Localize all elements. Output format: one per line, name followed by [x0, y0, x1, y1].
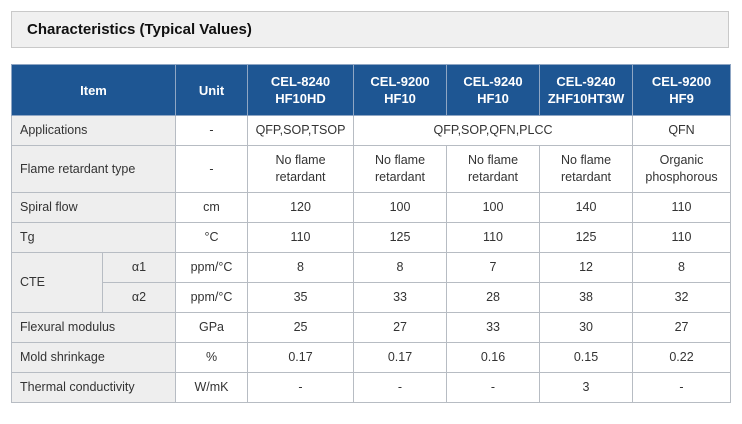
table-cell: 125: [539, 222, 634, 253]
table-cell: 33: [353, 282, 448, 313]
table-cell: 7: [446, 252, 541, 283]
header-row: Item Unit CEL-8240 HF10HD CEL-9200 HF10 CE…: [10, 64, 732, 116]
table-row: Spiral flow cm 120 100 100 140 110: [10, 192, 732, 223]
header-col-4: CEL-9240 ZHF10HT3W: [539, 64, 634, 116]
table-cell: -: [247, 372, 355, 403]
row-label: Thermal conductivity: [10, 372, 177, 403]
table-cell: 0.17: [353, 342, 448, 373]
header-unit: Unit: [175, 64, 249, 116]
row-label: Spiral flow: [10, 192, 177, 223]
header-col-1: CEL-8240 HF10HD: [247, 64, 355, 116]
table-cell: 110: [632, 192, 732, 223]
row-unit: °C: [175, 222, 249, 253]
table-cell: No flame retardant: [446, 145, 541, 193]
header-col-3: CEL-9240 HF10: [446, 64, 541, 116]
row-sublabel: α1: [101, 252, 177, 283]
table-cell: -: [353, 372, 448, 403]
row-label: Flexural modulus: [10, 312, 177, 343]
table-cell: 38: [539, 282, 634, 313]
table-cell: Organic phosphorous: [632, 145, 732, 193]
table-row: CTE α1 ppm/°C 8 8 7 12 8: [11, 252, 732, 313]
table-cell: 25: [247, 312, 355, 343]
table-cell: 0.17: [247, 342, 355, 373]
table-cell: 28: [446, 282, 541, 313]
table-cell: No flame retardant: [353, 145, 448, 193]
characteristics-table: Item Unit CEL-8240 HF10HD CEL-9200 HF10 CE…: [10, 64, 732, 403]
table-cell: 0.16: [446, 342, 541, 373]
table-cell: 27: [353, 312, 448, 343]
section-title: Characteristics (Typical Values): [27, 21, 252, 38]
table-cell: 120: [247, 192, 355, 223]
row-label: Applications: [10, 115, 177, 146]
table-cell: 100: [353, 192, 448, 223]
table-cell: No flame retardant: [539, 145, 634, 193]
table-cell: 110: [632, 222, 732, 253]
row-label: CTE: [11, 252, 103, 313]
row-unit: ppm/°C: [175, 252, 249, 283]
table-cell: 140: [539, 192, 634, 223]
section-title-box: Characteristics (Typical Values): [11, 11, 729, 48]
header-col-2: CEL-9200 HF10: [353, 64, 448, 116]
table-row: Mold shrinkage % 0.17 0.17 0.16 0.15 0.2…: [10, 342, 732, 373]
row-unit: -: [175, 115, 249, 146]
table-cell: -: [632, 372, 732, 403]
table-cell: 3: [539, 372, 634, 403]
row-unit: %: [175, 342, 249, 373]
row-label: Flame retardant type: [10, 145, 177, 193]
table-cell: 125: [353, 222, 448, 253]
table-cell: 8: [632, 252, 732, 283]
row-label: Tg: [10, 222, 177, 253]
row-unit: cm: [175, 192, 249, 223]
table-cell: 32: [632, 282, 732, 313]
table-cell: 0.15: [539, 342, 634, 373]
table-row: Applications - QFP,SOP,TSOP QFP,SOP,QFN,…: [10, 115, 732, 146]
table-cell: -: [446, 372, 541, 403]
table-cell: QFP,SOP,QFN,PLCC: [353, 115, 634, 146]
row-unit: GPa: [175, 312, 249, 343]
table-cell: 27: [632, 312, 732, 343]
table-row: α2 ppm/°C 35 33 28 38 32: [12, 282, 732, 313]
row-unit: ppm/°C: [175, 282, 249, 313]
table-cell: 8: [353, 252, 448, 283]
table-cell: No flame retardant: [247, 145, 355, 193]
row-sublabel: α2: [101, 282, 177, 313]
table-cell: QFN: [632, 115, 732, 146]
header-item: Item: [10, 64, 177, 116]
table-cell: 110: [247, 222, 355, 253]
table-row: Flame retardant type - No flame retardant…: [10, 145, 732, 193]
row-unit: W/mK: [175, 372, 249, 403]
table-cell: QFP,SOP,TSOP: [247, 115, 355, 146]
table-cell: 8: [247, 252, 355, 283]
table-cell: 30: [539, 312, 634, 343]
table-cell: 0.22: [632, 342, 732, 373]
table-cell: 100: [446, 192, 541, 223]
header-col-5: CEL-9200 HF9: [632, 64, 732, 116]
table-row: Flexural modulus GPa 25 27 33 30 27: [10, 312, 732, 343]
table-row: Tg °C 110 125 110 125 110: [10, 222, 732, 253]
table-cell: 33: [446, 312, 541, 343]
table-cell: 35: [247, 282, 355, 313]
row-unit: -: [175, 145, 249, 193]
table-cell: 12: [539, 252, 634, 283]
table-row: Thermal conductivity W/mK - - - 3 -: [10, 372, 732, 403]
row-label: Mold shrinkage: [10, 342, 177, 373]
table-cell: 110: [446, 222, 541, 253]
